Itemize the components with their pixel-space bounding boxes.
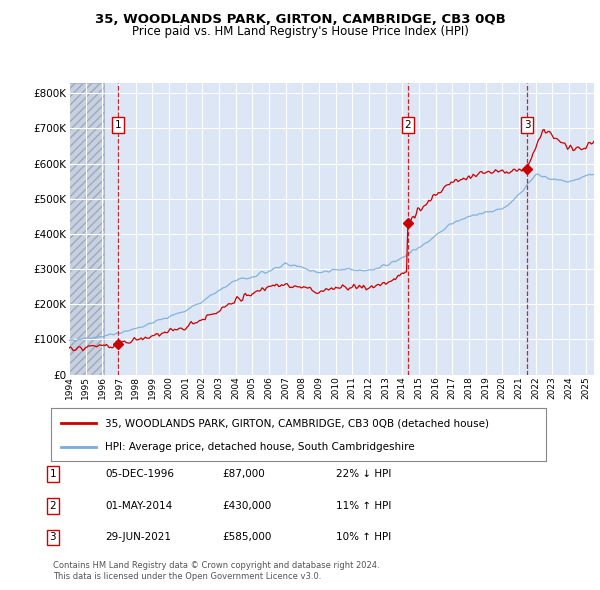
Text: £430,000: £430,000 — [222, 501, 271, 510]
Text: £87,000: £87,000 — [222, 469, 265, 478]
Text: 35, WOODLANDS PARK, GIRTON, CAMBRIDGE, CB3 0QB: 35, WOODLANDS PARK, GIRTON, CAMBRIDGE, C… — [95, 13, 505, 26]
Text: Contains HM Land Registry data © Crown copyright and database right 2024.: Contains HM Land Registry data © Crown c… — [53, 561, 379, 570]
Bar — [69, 83, 104, 375]
Text: 35, WOODLANDS PARK, GIRTON, CAMBRIDGE, CB3 0QB (detached house): 35, WOODLANDS PARK, GIRTON, CAMBRIDGE, C… — [106, 418, 490, 428]
Text: 1: 1 — [49, 469, 56, 478]
Text: This data is licensed under the Open Government Licence v3.0.: This data is licensed under the Open Gov… — [53, 572, 321, 581]
Text: 22% ↓ HPI: 22% ↓ HPI — [336, 469, 391, 478]
Text: 11% ↑ HPI: 11% ↑ HPI — [336, 501, 391, 510]
Text: 2: 2 — [404, 120, 411, 130]
Text: 3: 3 — [524, 120, 530, 130]
Text: 05-DEC-1996: 05-DEC-1996 — [105, 469, 174, 478]
Text: Price paid vs. HM Land Registry's House Price Index (HPI): Price paid vs. HM Land Registry's House … — [131, 25, 469, 38]
Text: 01-MAY-2014: 01-MAY-2014 — [105, 501, 172, 510]
Text: HPI: Average price, detached house, South Cambridgeshire: HPI: Average price, detached house, Sout… — [106, 441, 415, 451]
Text: 3: 3 — [49, 533, 56, 542]
Text: 29-JUN-2021: 29-JUN-2021 — [105, 533, 171, 542]
Text: 1: 1 — [115, 120, 121, 130]
Text: 2: 2 — [49, 501, 56, 510]
Text: £585,000: £585,000 — [222, 533, 271, 542]
Text: 10% ↑ HPI: 10% ↑ HPI — [336, 533, 391, 542]
